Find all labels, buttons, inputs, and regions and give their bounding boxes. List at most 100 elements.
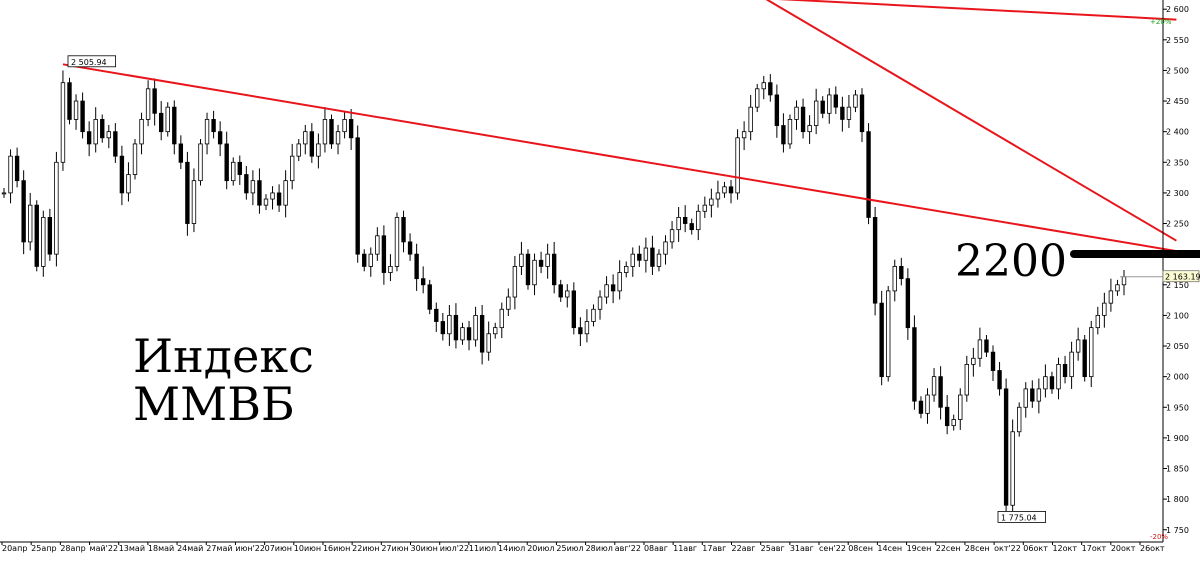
- candle-body: [519, 253, 524, 267]
- candle-body: [47, 217, 53, 255]
- trendline: [765, 0, 1177, 242]
- candle-body: [663, 241, 668, 255]
- trendlines-layer: [62, 0, 1177, 253]
- x-tick-label: июн'22: [235, 544, 265, 553]
- candle-body: [401, 217, 406, 243]
- candle-body: [650, 247, 655, 267]
- candle-body: [630, 253, 635, 267]
- y-tick-label: 2 350: [1166, 158, 1189, 167]
- x-tick-label: 26окт: [1140, 544, 1165, 553]
- candle-body: [159, 112, 164, 133]
- candle-body: [434, 308, 439, 322]
- candle-body: [224, 143, 229, 182]
- candle-body: [774, 94, 780, 126]
- low-price-label-box: [997, 511, 1046, 523]
- candle-body: [28, 204, 33, 243]
- candle-body: [866, 131, 871, 218]
- candle-body: [748, 106, 753, 133]
- candle-body: [1030, 388, 1035, 402]
- y-tick-label: 2 500: [1166, 66, 1189, 75]
- candle-body: [427, 284, 432, 310]
- candle-body: [283, 180, 288, 206]
- chart-title-line-2: ММВБ: [133, 377, 295, 431]
- candle-body: [820, 100, 825, 114]
- candle-body: [375, 235, 380, 255]
- candle-body: [912, 327, 917, 402]
- candle-body: [591, 308, 596, 322]
- candle-body: [827, 94, 832, 114]
- candle-body: [329, 119, 334, 145]
- candle-body: [420, 278, 426, 286]
- candle-body: [813, 100, 819, 126]
- x-tick-label: 14сен: [877, 544, 902, 553]
- candle-body: [447, 315, 452, 335]
- candle-body: [1121, 276, 1127, 286]
- x-tick-label: 20июл: [527, 544, 554, 553]
- y-tick-label: 2 400: [1166, 128, 1189, 137]
- candle-body: [276, 192, 282, 206]
- candle-body: [60, 82, 66, 163]
- candle-body: [322, 119, 328, 145]
- candle-body: [506, 296, 511, 310]
- y-tick-label: 2 450: [1166, 97, 1189, 106]
- candles-layer: [1, 70, 1127, 518]
- candle-body: [637, 253, 642, 261]
- candle-body: [879, 302, 884, 378]
- candle-body: [925, 394, 930, 414]
- x-tick-label: 27май: [206, 544, 232, 553]
- candle-body: [21, 180, 26, 243]
- x-tick-label: 11авг: [673, 544, 697, 553]
- y-tick-label: 2 050: [1166, 342, 1189, 351]
- candle-body: [86, 131, 92, 145]
- y-tick-label: 1 850: [1166, 465, 1189, 474]
- percent-label-top: +20%: [1150, 18, 1172, 26]
- x-tick-label: 13май: [119, 544, 145, 553]
- candle-body: [931, 376, 937, 396]
- x-tick-label: 07июн: [265, 544, 292, 553]
- annotations-layer: 2 505.94 1 775.04 2 163.19: [67, 55, 1200, 523]
- candle-body: [512, 266, 518, 298]
- candle-body: [73, 100, 79, 120]
- x-tick-label: 16июн: [323, 544, 350, 553]
- candle-body: [964, 363, 969, 396]
- candle-body: [139, 119, 144, 145]
- candle-body: [414, 253, 419, 280]
- y-tick-label: 2 550: [1166, 36, 1189, 45]
- x-tick-label: сен'22: [819, 544, 846, 553]
- candle-body: [781, 125, 786, 145]
- candle-body: [191, 180, 197, 224]
- candle-body: [571, 290, 577, 329]
- x-tick-label: 17окт: [1082, 544, 1107, 553]
- candle-body: [368, 253, 373, 267]
- candle-body: [8, 155, 13, 194]
- y-tick-label: 1 800: [1166, 495, 1189, 504]
- candle-body: [14, 155, 20, 182]
- candle-body: [971, 357, 976, 365]
- candle-body: [198, 143, 203, 182]
- x-tick-label: 28апр: [60, 544, 85, 553]
- candle-body: [794, 106, 799, 120]
- y-tick-label: 2 300: [1166, 189, 1189, 198]
- candle-body: [67, 82, 72, 120]
- high-price-label-box: [67, 55, 116, 68]
- candle-body: [617, 272, 622, 292]
- candle-body: [1036, 388, 1042, 402]
- candle-body: [1003, 388, 1009, 506]
- x-tick-label: 08сен: [848, 544, 873, 553]
- candle-body: [722, 186, 727, 194]
- candle-body: [289, 155, 295, 182]
- candle-body: [296, 143, 301, 157]
- candle-body: [1082, 339, 1087, 378]
- high-price-label-text: 2 505.94: [71, 58, 107, 67]
- x-tick-label: 25авг: [761, 544, 785, 553]
- candle-body: [859, 94, 865, 133]
- candle-body: [479, 315, 485, 353]
- candle-body: [669, 229, 675, 243]
- x-tick-label: 28июл: [586, 544, 613, 553]
- x-tick-label: 31авг: [790, 544, 814, 553]
- candle-body: [1069, 351, 1074, 378]
- candle-body: [676, 217, 681, 231]
- candle-body: [172, 106, 177, 145]
- candle-body: [1, 192, 7, 195]
- candle-body: [348, 119, 354, 139]
